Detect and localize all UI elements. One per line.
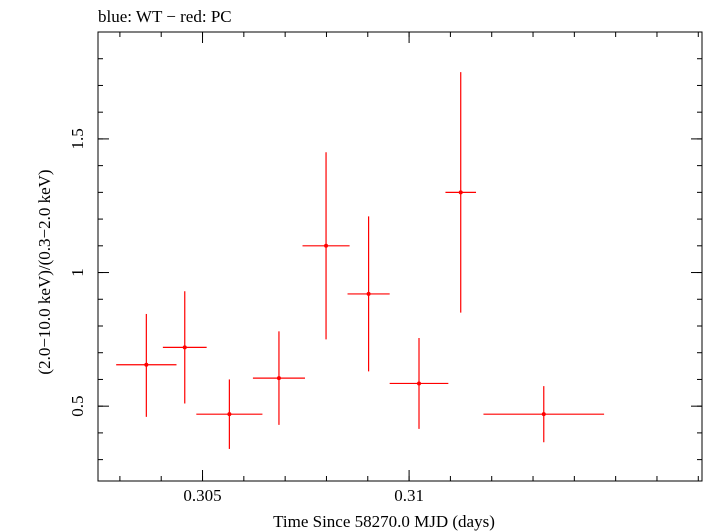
x-axis-label: Time Since 58270.0 MJD (days) (273, 512, 495, 531)
data-marker (541, 412, 546, 417)
data-layer (116, 72, 605, 449)
data-point (252, 331, 305, 425)
data-marker (144, 362, 149, 367)
chart-title: blue: WT − red: PC (98, 7, 232, 26)
data-point (445, 72, 477, 313)
data-marker (276, 376, 281, 381)
y-tick-label: 1.5 (68, 128, 87, 149)
x-tick-label: 0.31 (394, 486, 424, 505)
data-point (302, 152, 350, 340)
axes-layer: 0.305 0.31 0.5 1 1.5 (68, 31, 702, 505)
x-tick-label: 0.305 (183, 486, 221, 505)
data-marker (458, 190, 463, 195)
y-tick-label: 1 (68, 268, 87, 277)
y-axis-label: (2.0−10.0 keV)/(0.3−2.0 keV) (35, 169, 54, 374)
data-point (389, 338, 449, 429)
y-tick-label: 0.5 (68, 396, 87, 417)
plot-frame (97, 31, 703, 482)
data-marker (417, 381, 422, 386)
data-point (196, 379, 263, 449)
data-marker (227, 412, 232, 417)
data-point (116, 313, 177, 417)
data-point (483, 386, 605, 443)
data-marker (324, 243, 329, 248)
data-marker (182, 345, 187, 350)
data-point (162, 291, 207, 404)
data-marker (366, 291, 371, 296)
data-point (347, 216, 390, 372)
